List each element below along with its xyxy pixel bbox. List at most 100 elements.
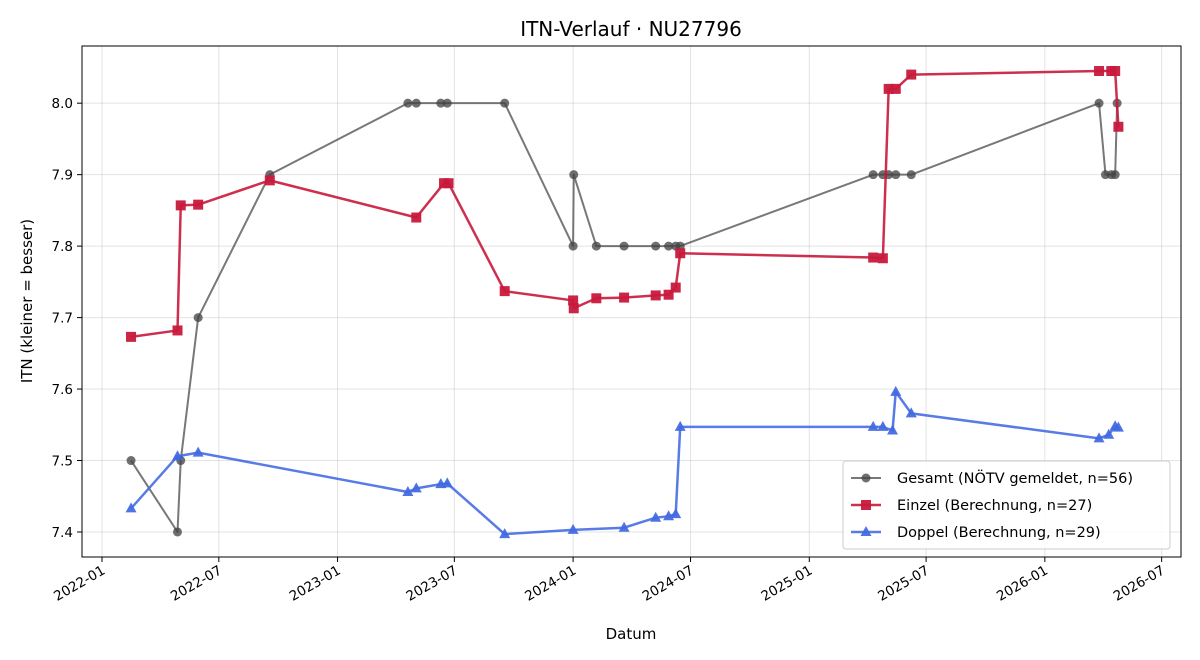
data-point [591,241,601,251]
data-point [867,420,879,431]
x-tick-label: 2023-07 [404,563,461,605]
data-point [1094,98,1104,108]
y-tick-label: 7.9 [52,168,73,184]
legend-label: Einzel (Berechnung, n=27) [897,498,1092,514]
x-tick-label: 2025-07 [875,563,932,605]
data-point [906,170,916,180]
series-triangle [125,385,1124,539]
data-point [1094,66,1105,77]
data-point [877,253,888,264]
data-point [172,325,183,336]
data-point [567,523,579,534]
x-tick-label: 2025-01 [758,563,815,605]
x-tick-label: 2022-01 [51,563,108,605]
data-point [1113,121,1124,132]
y-tick-label: 7.7 [52,311,73,327]
data-point [651,241,661,251]
data-point [403,98,413,108]
data-point [591,293,602,304]
data-point [411,212,422,223]
data-point [126,331,137,342]
y-tick-label: 7.8 [52,239,73,255]
data-point [568,303,579,314]
data-point [868,252,879,263]
legend-label: Gesamt (NÖTV gemeldet, n=56) [897,469,1133,487]
data-point [193,313,203,323]
data-point [650,511,662,522]
series-layer [125,66,1124,539]
data-point [499,528,511,539]
data-point [442,98,452,108]
x-tick-label: 2022-07 [168,563,225,605]
data-point [890,83,901,94]
grid-layer [82,46,1181,557]
data-point [663,289,674,300]
x-tick-label: 2026-01 [994,563,1051,605]
data-point [619,292,630,303]
legend-entry: Doppel (Berechnung, n=29) [851,525,1101,541]
data-point [890,385,902,396]
data-point [883,83,894,94]
data-point [192,446,204,457]
y-tick-label: 8.0 [52,96,73,112]
data-point [173,527,183,537]
x-axis-label: Datum [606,625,657,643]
data-point [877,420,889,431]
data-point [1112,421,1124,432]
data-point [618,521,630,532]
data-point [650,290,661,301]
data-point [568,241,578,251]
data-point [905,407,917,418]
data-point [674,420,686,431]
y-tick-label: 7.5 [52,454,73,470]
data-point [906,69,917,80]
data-point [172,450,184,461]
data-point [868,170,878,180]
data-point [126,456,136,466]
x-tick-label: 2024-07 [640,563,697,605]
data-point [568,295,579,306]
data-point [670,508,682,519]
data-point [125,502,137,513]
data-point [193,199,204,210]
series-line [130,102,1119,533]
legend: Gesamt (NÖTV gemeldet, n=56) Einzel (Bere… [842,460,1171,550]
legend-label: Doppel (Berechnung, n=29) [897,525,1101,541]
data-point [443,178,454,189]
data-point [569,170,579,180]
data-point [436,98,446,108]
data-point [499,286,510,297]
legend-marker [861,500,871,510]
data-point [441,477,453,488]
data-point [670,282,681,293]
legend-marker [861,473,871,483]
data-point [1110,170,1120,180]
data-point [675,248,686,259]
y-tick-label: 7.4 [52,525,73,541]
x-tick-label: 2026-07 [1111,563,1168,605]
data-point [887,424,899,435]
plot-frame [81,45,1182,558]
data-point [410,482,422,493]
x-tick-label: 2024-01 [522,563,579,605]
data-point [1093,432,1105,443]
chart-title: ITN-Verlauf · NU27796 [520,17,742,41]
data-point [1110,66,1121,77]
data-point [891,170,901,180]
x-tick-label: 2023-01 [287,563,344,605]
y-axis-label: ITN (kleiner = besser) [18,219,36,383]
data-point [664,241,674,251]
data-point [619,241,629,251]
legend-entry: Einzel (Berechnung, n=27) [851,498,1092,514]
data-point [264,175,275,186]
data-point [175,200,186,211]
series-square [126,66,1124,342]
data-point [1103,428,1115,439]
data-point [500,98,510,108]
data-point [411,98,421,108]
data-point [402,485,414,496]
y-tick-label: 7.6 [52,382,73,398]
legend-entry: Gesamt (NÖTV gemeldet, n=56) [851,469,1133,487]
